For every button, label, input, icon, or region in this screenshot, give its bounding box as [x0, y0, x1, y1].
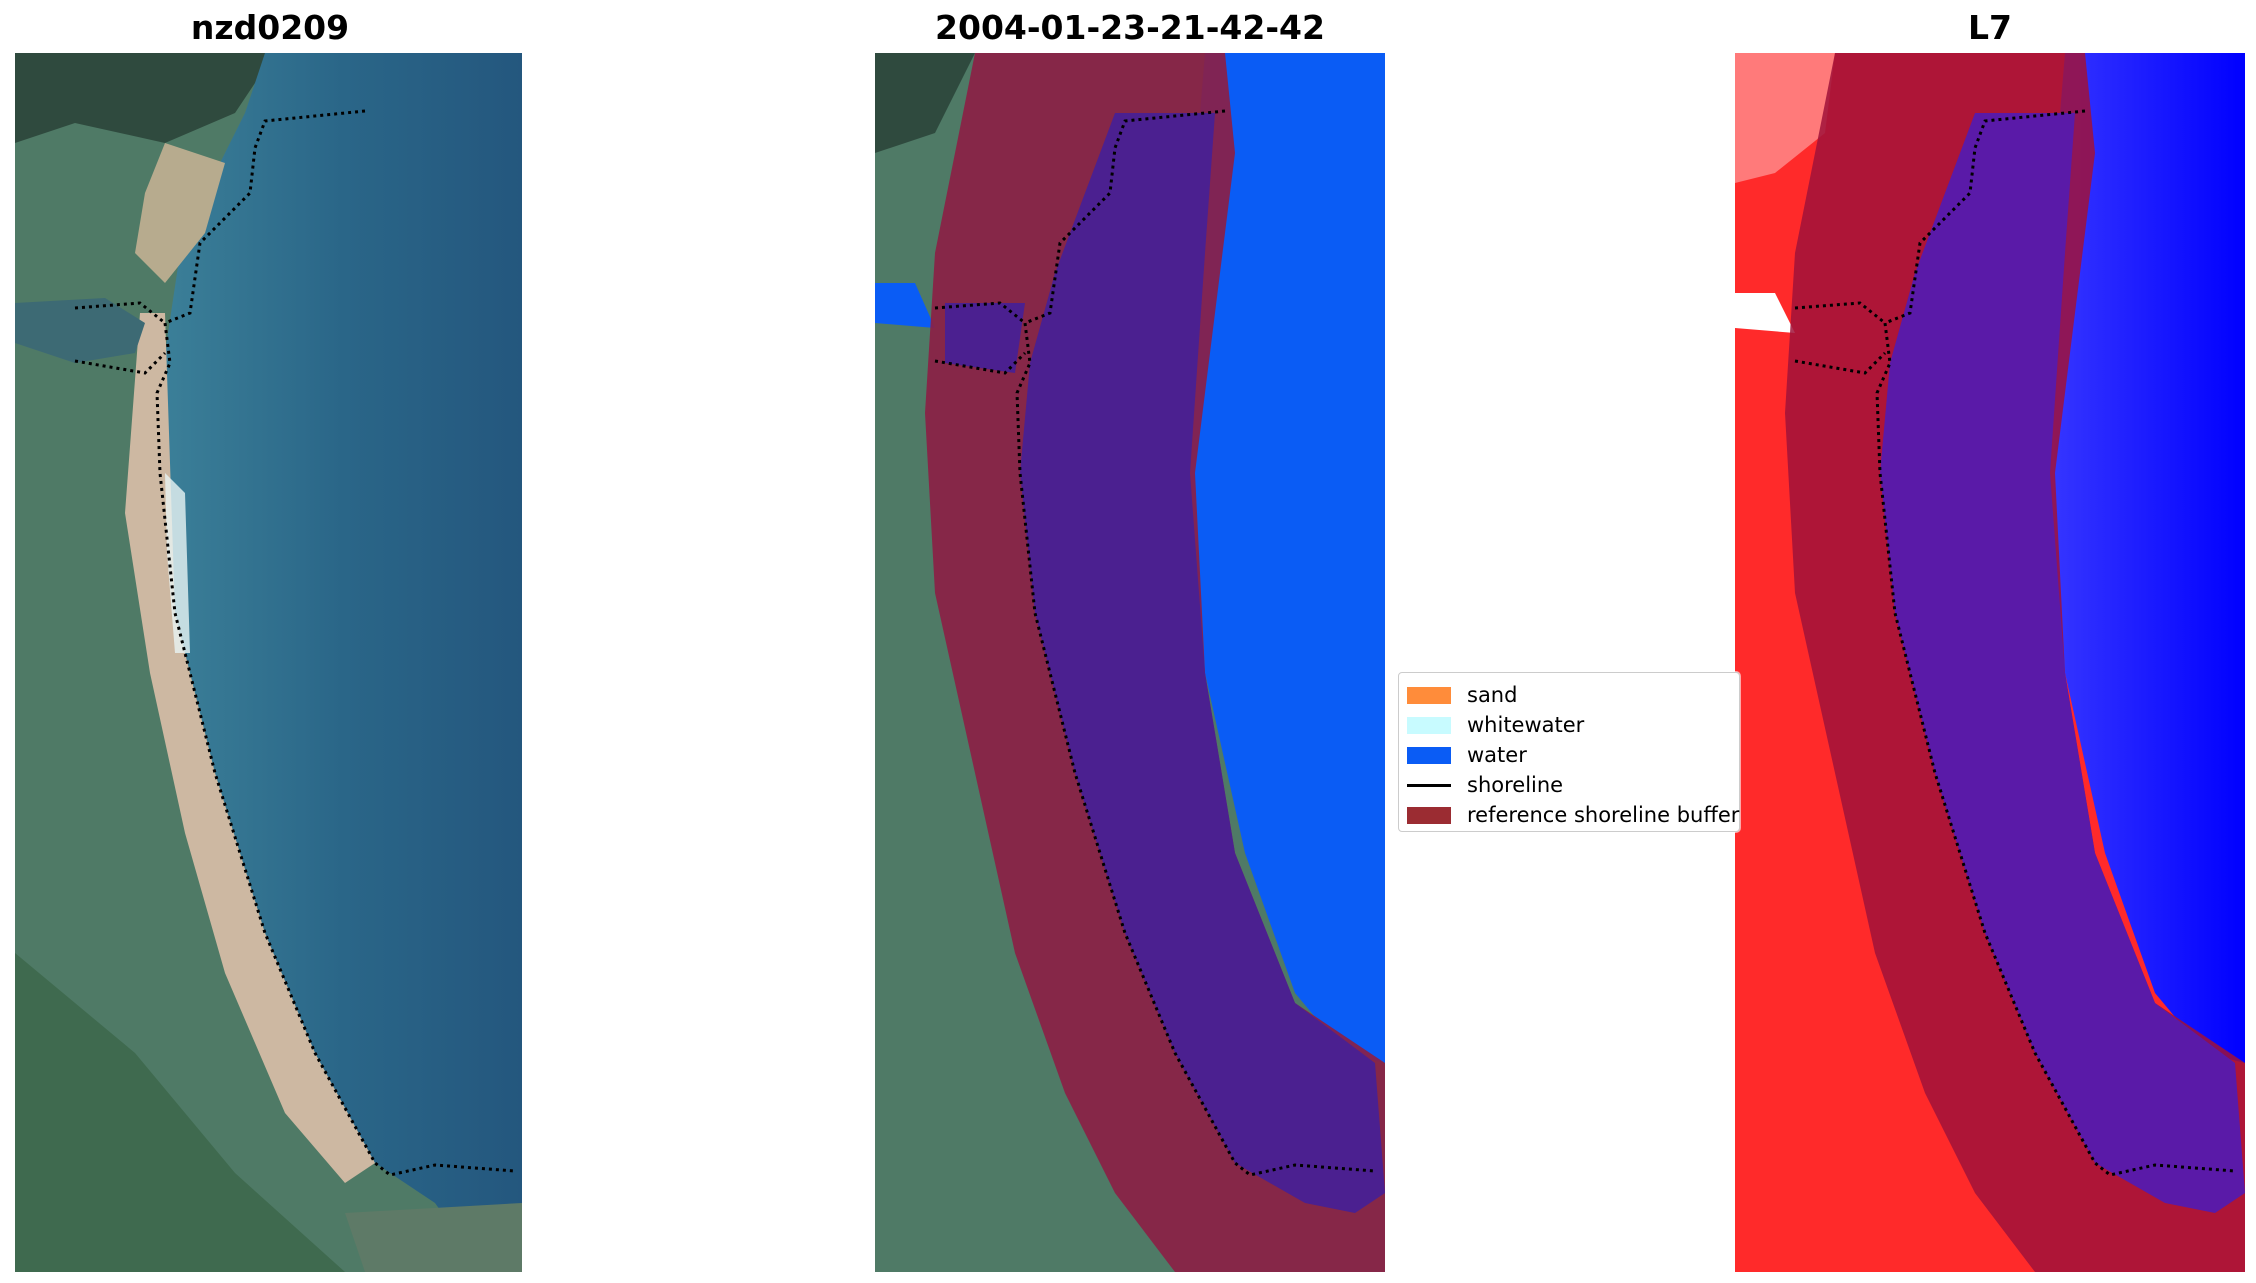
sand-swatch	[1407, 686, 1451, 704]
shoreline-line-swatch	[1407, 783, 1451, 787]
legend-item-sand: sand	[1407, 680, 1517, 710]
legend-label: whitewater	[1467, 713, 1585, 737]
panel-title-index: L7	[1968, 8, 2012, 47]
legend-item-shoreline: shoreline	[1407, 770, 1563, 800]
buffer-swatch	[1407, 806, 1451, 824]
legend-item-whitewater: whitewater	[1407, 710, 1584, 740]
rgb-satellite-image	[15, 53, 522, 1272]
legend-item-water: water	[1407, 740, 1527, 770]
panel-title-classified: 2004-01-23-21-42-42	[935, 8, 1325, 47]
legend-label: shoreline	[1467, 773, 1564, 797]
water-swatch	[1407, 746, 1451, 764]
index-image	[1735, 53, 2245, 1272]
legend-label: sand	[1467, 683, 1518, 707]
legend-label: water	[1467, 743, 1527, 767]
classified-image	[875, 53, 1385, 1272]
legend-label: reference shoreline buffer	[1467, 803, 1740, 827]
panel-title-rgb: nzd0209	[190, 8, 350, 47]
legend: sand whitewater water shoreline referenc…	[1398, 672, 1740, 832]
legend-item-buffer: reference shoreline buffer	[1407, 800, 1739, 830]
whitewater-swatch	[1407, 716, 1451, 734]
